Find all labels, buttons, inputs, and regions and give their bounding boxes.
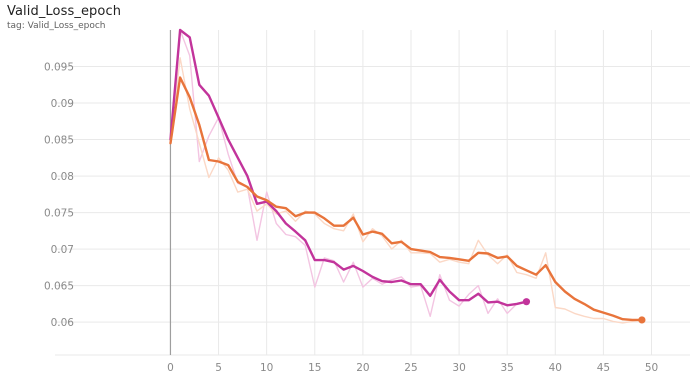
x-tick-label: 0 xyxy=(167,362,174,373)
smoothed-series-line xyxy=(169,76,644,322)
x-tick-label: 20 xyxy=(356,362,369,373)
x-tick-label: 5 xyxy=(215,362,222,373)
chart-title: Valid_Loss_epoch xyxy=(7,4,122,19)
end-markers-layer xyxy=(522,298,646,324)
y-tick-label: 0.075 xyxy=(44,208,74,220)
x-tick-label: 10 xyxy=(260,362,273,373)
x-tick-label: 15 xyxy=(308,362,321,373)
tick-labels-layer: 0 5 10 15 20 25 30 35 40 45 50 0.06 0.065 0.07 0.075 0.… xyxy=(44,62,658,373)
y-tick-label: 0.085 xyxy=(44,135,74,147)
chart-tag: tag: Valid_Loss_epoch xyxy=(7,21,106,31)
smoothed-series-line xyxy=(169,28,528,307)
series-end-marker xyxy=(522,298,531,306)
x-tick-label: 25 xyxy=(404,362,417,373)
x-tick-label: 40 xyxy=(549,362,562,373)
x-tick-label: 35 xyxy=(501,362,514,373)
x-tick-label: 45 xyxy=(597,362,610,373)
y-tick-label: 0.09 xyxy=(51,98,74,110)
y-tick-label: 0.08 xyxy=(51,171,74,183)
y-tick-label: 0.07 xyxy=(51,244,74,256)
x-tick-label: 50 xyxy=(645,362,658,373)
grid-layer xyxy=(55,30,690,356)
y-tick-label: 0.065 xyxy=(44,281,74,293)
series-end-marker xyxy=(638,316,646,324)
x-tick-label: 30 xyxy=(452,362,465,373)
raw-series-line xyxy=(169,29,528,317)
y-tick-label: 0.06 xyxy=(51,317,75,329)
y-tick-label: 0.095 xyxy=(44,62,74,74)
smoothed-lines-layer xyxy=(169,28,644,322)
